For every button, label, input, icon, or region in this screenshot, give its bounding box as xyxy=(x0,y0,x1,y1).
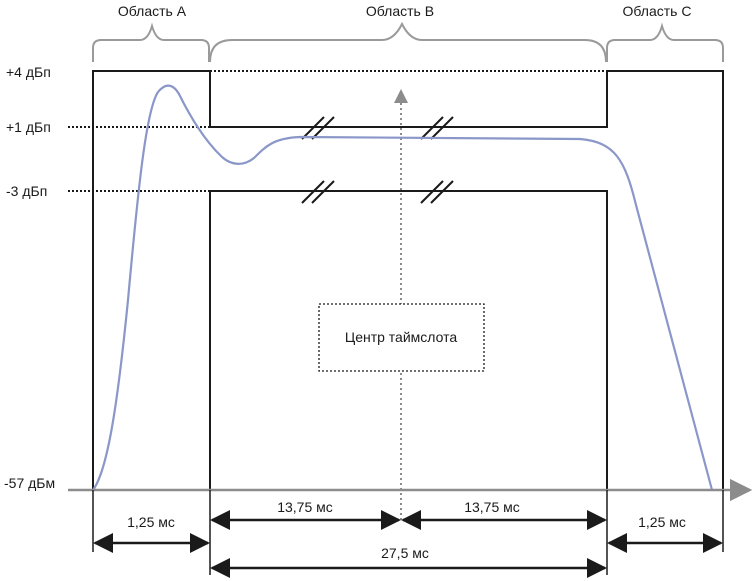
power-curve xyxy=(92,84,714,491)
dim-total-label: 27,5 мс xyxy=(381,545,429,561)
upper-mask-line xyxy=(92,70,724,490)
lower-mask-line xyxy=(209,190,608,490)
dim-right-ramp-label: 1,25 мс xyxy=(638,514,686,530)
center-label-box xyxy=(318,303,485,372)
center-arrowhead xyxy=(394,89,408,103)
level-plus4-label: +4 дБп xyxy=(6,64,51,80)
dim-half-right-label: 13,75 мс xyxy=(464,499,520,515)
level-plus1-label: +1 дБп xyxy=(6,119,51,135)
region-a-brace xyxy=(92,22,210,62)
level-minus3-label: -3 дБп xyxy=(6,183,47,199)
level-minus57-label: -57 дБм xyxy=(4,475,55,491)
center-label: Центр таймслота xyxy=(345,329,458,345)
region-b-brace xyxy=(209,21,607,63)
break-marks xyxy=(301,116,454,204)
region-b-label: Область B xyxy=(366,3,434,19)
region-a-label: Область A xyxy=(118,3,187,19)
dim-half-left-label: 13,75 мс xyxy=(277,499,333,515)
region-c-label: Область C xyxy=(623,3,692,19)
dim-left-ramp-label: 1,25 мс xyxy=(127,514,175,530)
region-c-brace xyxy=(606,22,724,62)
